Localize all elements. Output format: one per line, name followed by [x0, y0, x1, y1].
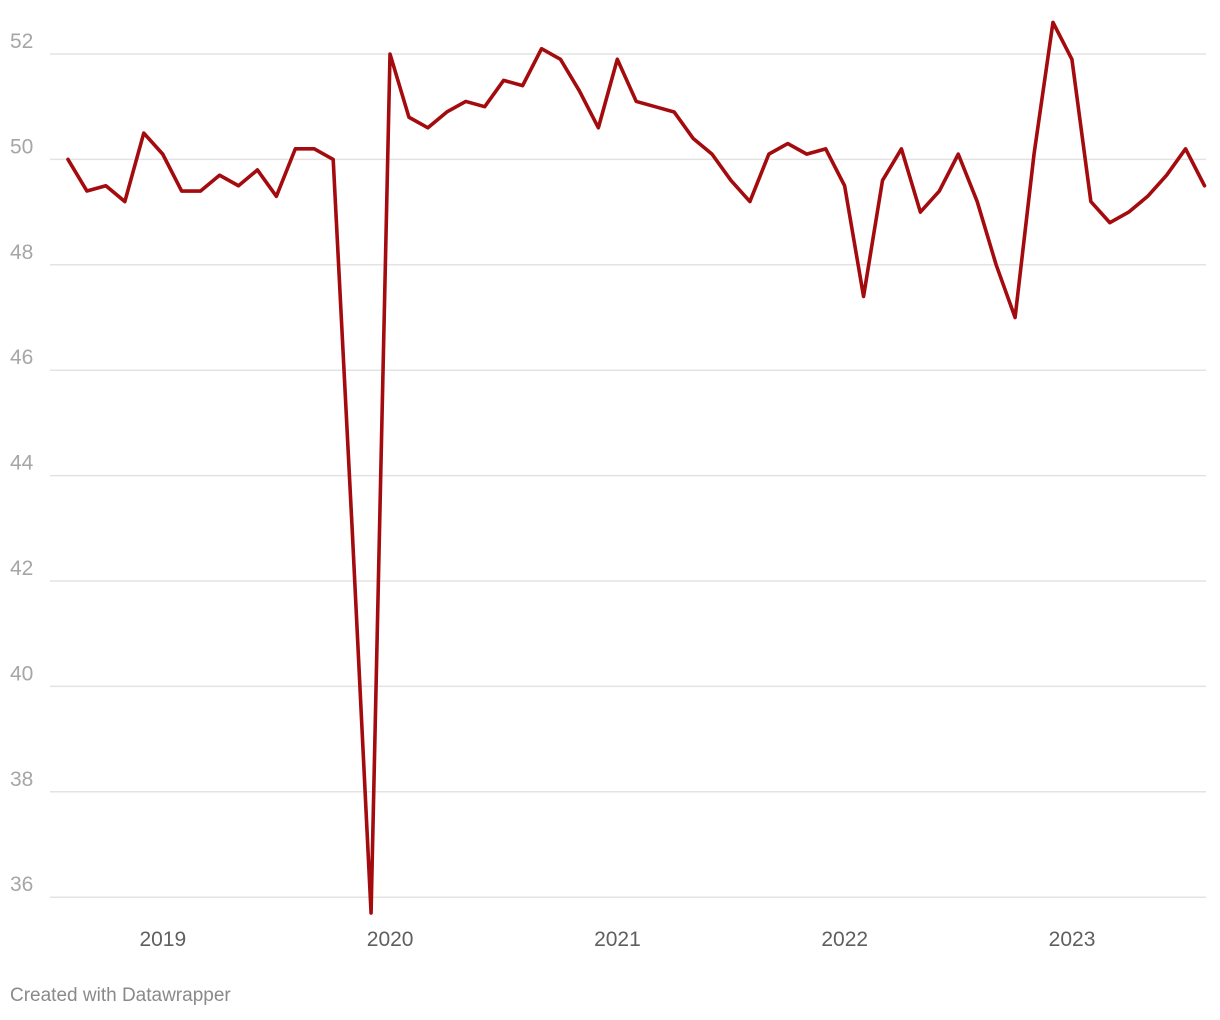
- y-tick-label-50: 50: [10, 135, 33, 158]
- series-layer: [66, 20, 1207, 915]
- gridlines: [50, 53, 1206, 898]
- y-tick-label-44: 44: [10, 452, 34, 475]
- y-tick-label-46: 46: [10, 346, 33, 369]
- y-tick-label-36: 36: [10, 873, 33, 896]
- y-tick-label-42: 42: [10, 557, 33, 580]
- x-tick-label-2022: 2022: [821, 928, 868, 951]
- y-tick-label-38: 38: [10, 768, 33, 791]
- x-tick-label-2019: 2019: [139, 928, 186, 951]
- y-tick-label-40: 40: [10, 662, 33, 685]
- y-tick-label-52: 52: [10, 30, 33, 53]
- x-axis-ticks: 2019 2020 2021 2022 2023: [139, 928, 1095, 951]
- datawrapper-credit: Created with Datawrapper: [10, 985, 231, 1006]
- series-line-0: [66, 20, 1207, 915]
- x-tick-label-2020: 2020: [367, 928, 414, 951]
- x-tick-label-2023: 2023: [1049, 928, 1096, 951]
- y-axis-ticks: 52 50 48 46 44 42 40 38 36: [10, 30, 34, 896]
- y-tick-label-48: 48: [10, 241, 33, 264]
- x-tick-label-2021: 2021: [594, 928, 641, 951]
